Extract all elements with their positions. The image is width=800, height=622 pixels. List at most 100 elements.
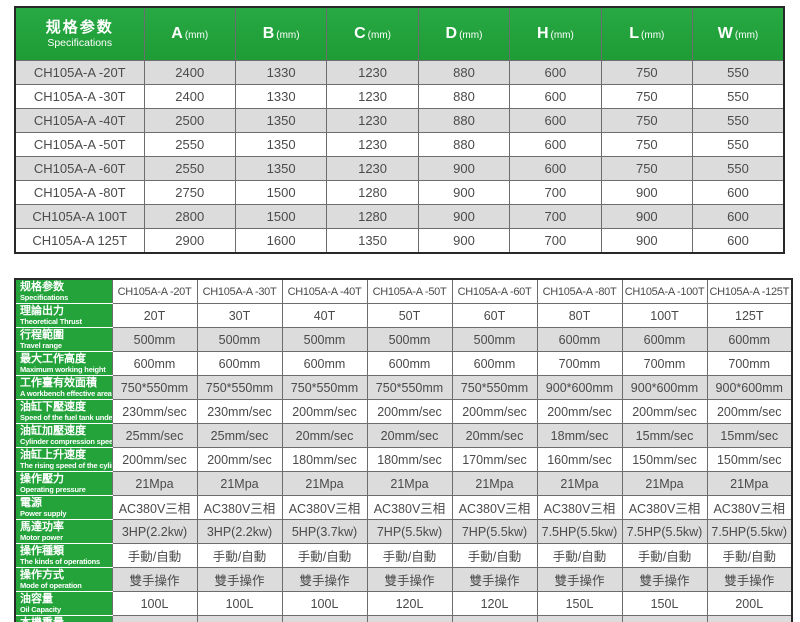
table-cell: 600mm bbox=[451, 351, 538, 376]
table-cell: 170mm/sec bbox=[451, 447, 538, 472]
table-cell-C: 1230 bbox=[326, 132, 419, 157]
row-label-en: The rising speed of the cylinder bbox=[20, 461, 112, 470]
table-cell-W: 600 bbox=[692, 228, 785, 254]
column-header-L: L (mm) bbox=[600, 6, 694, 61]
table-cell-C: 1350 bbox=[326, 228, 419, 254]
row-label-cn: 操作壓力 bbox=[20, 473, 64, 485]
table-cell: 200L bbox=[706, 591, 793, 616]
table-cell: 600mm bbox=[196, 351, 283, 376]
table-cell: 160mm/sec bbox=[536, 447, 623, 472]
table-row: 油缸上升速度 The rising speed of the cylinder … bbox=[14, 447, 793, 472]
table-cell: 120L bbox=[451, 591, 538, 616]
row-label-cell: 操作壓力 Operating pressure bbox=[14, 471, 113, 496]
row-label-cell: 操作種類 The kinds of operations bbox=[14, 543, 113, 568]
table-cell: 20mm/sec bbox=[281, 423, 368, 448]
table-cell: 750*550mm bbox=[281, 375, 368, 400]
table-cell: 18mm/sec bbox=[536, 423, 623, 448]
table-cell-B: 1330 bbox=[234, 84, 328, 109]
model-header: CH105A-A -60T bbox=[451, 278, 538, 304]
table-cell: 手動/自動 bbox=[451, 543, 538, 568]
table-cell: 手動/自動 bbox=[706, 543, 793, 568]
table-cell: 700mm bbox=[706, 351, 793, 376]
table-cell-H: 600 bbox=[509, 108, 602, 133]
table-cell: 500mm bbox=[281, 327, 368, 352]
table-row: 最大工作高度 Maximum working height 600mm 600m… bbox=[14, 351, 793, 376]
table-cell: 600mm bbox=[621, 327, 708, 352]
table-cell: 手動/自動 bbox=[621, 543, 708, 568]
row-label-cn: 油缸下壓速度 bbox=[20, 401, 86, 413]
model-header: CH105A-A -125T bbox=[706, 278, 793, 304]
table-row: 電源 Power supply AC380V三相 AC380V三相 AC380V… bbox=[14, 495, 793, 520]
table-cell: 150mm/sec bbox=[621, 447, 708, 472]
column-unit: (mm) bbox=[184, 30, 209, 41]
row-label-en: Oil Capacity bbox=[20, 605, 61, 614]
column-header-W: W (mm) bbox=[692, 6, 785, 61]
table-cell: 230mm/sec bbox=[196, 399, 283, 424]
table-cell: 雙手操作 bbox=[196, 567, 283, 592]
row-label-en: Mode of operation bbox=[20, 581, 82, 590]
row-label-cell: 油缸上升速度 The rising speed of the cylinder bbox=[14, 447, 113, 472]
table-cell: 200mm/sec bbox=[536, 399, 623, 424]
table-cell: 200mm/sec bbox=[621, 399, 708, 424]
column-unit: (mm) bbox=[641, 30, 665, 41]
table-cell-D: 880 bbox=[417, 84, 511, 109]
table-cell-C: 1230 bbox=[326, 156, 419, 181]
table-cell: AC380V三相 bbox=[196, 495, 283, 520]
table-cell: 約1.6T bbox=[281, 615, 368, 622]
table-cell-B: 1350 bbox=[234, 156, 328, 181]
table-cell: 25mm/sec bbox=[196, 423, 283, 448]
table-cell-B: 1500 bbox=[234, 180, 328, 205]
table-cell-A: 2550 bbox=[143, 132, 236, 157]
table-cell: 7.5HP(5.5kw) bbox=[621, 519, 708, 544]
table-cell: 750*550mm bbox=[111, 375, 198, 400]
table-cell: 約1.3T bbox=[196, 615, 283, 622]
table-cell-D: 900 bbox=[417, 156, 511, 181]
table-cell: 7.5HP(5.5kw) bbox=[706, 519, 793, 544]
column-unit: (mm) bbox=[459, 30, 483, 41]
table-cell-D: 900 bbox=[417, 228, 511, 254]
dimensions-table-header: 规格参数 Specifications A (mm) B (mm) C (mm) D(… bbox=[14, 6, 785, 61]
table-cell: 80T bbox=[536, 303, 623, 328]
table-cell-W: 550 bbox=[692, 108, 785, 133]
table-cell: 100T bbox=[621, 303, 708, 328]
details-table-header: 规格参数 Specifications CH105A-A -20T CH105A… bbox=[14, 278, 793, 304]
table-row: 操作方式 Mode of operation 雙手操作 雙手操作 雙手操作 雙手… bbox=[14, 567, 793, 592]
row-label-cn: 工作臺有效面積 bbox=[20, 377, 97, 389]
column-letter: D bbox=[445, 25, 458, 42]
corner-cell: 规格参数 Specifications bbox=[14, 278, 113, 304]
corner-cn: 规格参数 bbox=[20, 281, 64, 293]
table-cell: 180mm/sec bbox=[281, 447, 368, 472]
table-cell-B: 1350 bbox=[234, 108, 328, 133]
table-cell: 雙手操作 bbox=[111, 567, 198, 592]
table-cell-H: 700 bbox=[509, 204, 602, 229]
table-cell: 3HP(2.2kw) bbox=[196, 519, 283, 544]
table-cell-W: 600 bbox=[692, 204, 785, 229]
table-cell: 約4.3T bbox=[621, 615, 708, 622]
table-cell: 21Mpa bbox=[281, 471, 368, 496]
table-row: 操作壓力 Operating pressure 21Mpa 21Mpa 21Mp… bbox=[14, 471, 793, 496]
row-label-en: Operating pressure bbox=[20, 485, 86, 494]
table-cell: AC380V三相 bbox=[366, 495, 453, 520]
column-unit: (mm) bbox=[734, 30, 759, 41]
model-header: CH105A-A -40T bbox=[281, 278, 368, 304]
row-label-cell: 理論出力 Theoretical Thrust bbox=[14, 303, 113, 328]
table-cell: 雙手操作 bbox=[706, 567, 793, 592]
table-cell-A: 2400 bbox=[143, 60, 236, 85]
table-cell: AC380V三相 bbox=[706, 495, 793, 520]
row-label-en: The kinds of operations bbox=[20, 557, 100, 566]
table-row: CH105A-A -30T 2400 1330 1230 880 600 750… bbox=[14, 84, 785, 109]
table-cell-L: 900 bbox=[600, 204, 694, 229]
model-cell: CH105A-A 100T bbox=[14, 204, 145, 229]
table-row: 油缸下壓速度 Speed of the fuel tank under pres… bbox=[14, 399, 793, 424]
table-cell-A: 2500 bbox=[143, 108, 236, 133]
table-cell: 60T bbox=[451, 303, 538, 328]
table-cell: 200mm/sec bbox=[366, 399, 453, 424]
table-cell-H: 600 bbox=[509, 132, 602, 157]
table-cell: 750*550mm bbox=[366, 375, 453, 400]
table-cell-C: 1280 bbox=[326, 204, 419, 229]
header-row: 规格参数 Specifications A (mm) B (mm) C (mm) D(… bbox=[14, 6, 785, 61]
table-cell: 手動/自動 bbox=[111, 543, 198, 568]
table-row: 油缸加壓速度 Cylinder compression speed 25mm/s… bbox=[14, 423, 793, 448]
table-cell-B: 1330 bbox=[234, 60, 328, 85]
table-cell: 約2.2T bbox=[451, 615, 538, 622]
